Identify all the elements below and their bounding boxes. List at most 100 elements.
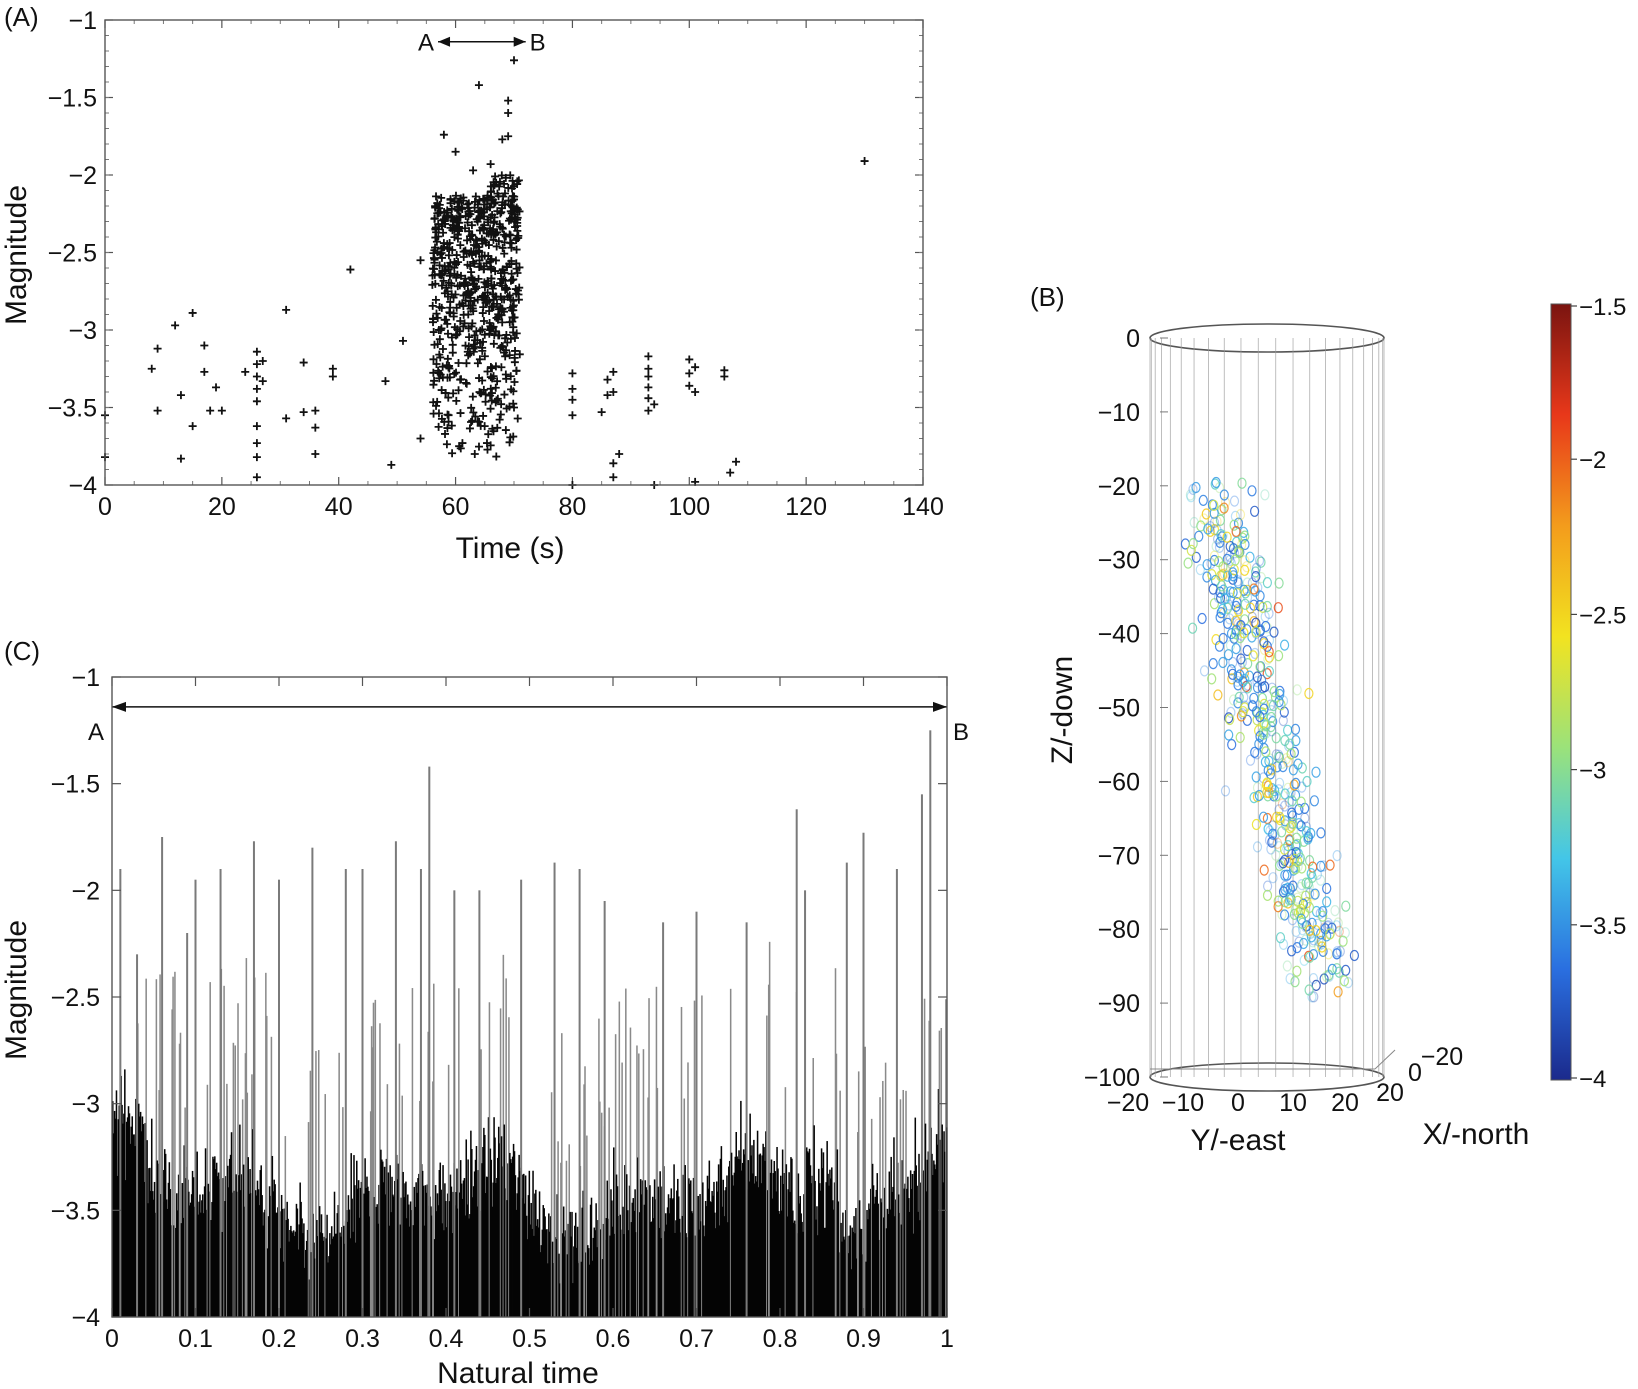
bar bbox=[587, 1245, 589, 1317]
event-marker bbox=[1252, 748, 1262, 760]
bar bbox=[381, 1159, 383, 1317]
bar bbox=[815, 1219, 817, 1317]
bar bbox=[337, 1205, 339, 1317]
bar bbox=[710, 1202, 712, 1317]
bar bbox=[385, 1158, 388, 1317]
bar-spike bbox=[311, 847, 314, 1317]
data-point bbox=[456, 194, 465, 203]
bar bbox=[333, 1191, 336, 1317]
bar bbox=[594, 1230, 596, 1317]
bar bbox=[923, 998, 926, 1317]
data-point bbox=[446, 303, 455, 312]
bar bbox=[623, 1234, 625, 1317]
event-marker bbox=[1227, 673, 1237, 685]
data-point bbox=[464, 207, 473, 216]
data-point bbox=[241, 367, 250, 376]
bar bbox=[434, 1185, 437, 1317]
event-marker bbox=[1304, 887, 1315, 900]
event-marker bbox=[1274, 751, 1284, 764]
bar bbox=[383, 1166, 386, 1317]
data-point bbox=[491, 172, 500, 181]
bar bbox=[818, 1183, 821, 1317]
event-marker bbox=[1220, 785, 1231, 797]
bar bbox=[351, 1198, 353, 1317]
bar bbox=[126, 1117, 129, 1317]
bar bbox=[852, 1231, 854, 1317]
bar bbox=[389, 1165, 391, 1317]
bar bbox=[855, 1208, 857, 1317]
bar bbox=[789, 1191, 791, 1317]
bar bbox=[143, 1181, 146, 1317]
annotation-a-right: B bbox=[530, 30, 546, 57]
bar bbox=[779, 1213, 781, 1317]
bar bbox=[309, 1070, 312, 1317]
bar bbox=[357, 1180, 360, 1317]
bar bbox=[744, 1133, 747, 1317]
x-tick-label: 0.7 bbox=[679, 1325, 714, 1353]
bar bbox=[239, 1124, 241, 1317]
bar bbox=[416, 1192, 418, 1317]
bar bbox=[732, 1185, 735, 1317]
bar bbox=[163, 1169, 165, 1317]
bar bbox=[388, 1225, 391, 1317]
bar bbox=[661, 1186, 663, 1317]
data-point bbox=[437, 193, 446, 202]
bar bbox=[860, 1229, 863, 1317]
data-point bbox=[487, 255, 496, 264]
bar bbox=[573, 1246, 575, 1317]
data-point bbox=[429, 328, 438, 337]
data-point bbox=[726, 468, 735, 477]
bar bbox=[811, 1175, 814, 1317]
bar bbox=[666, 1207, 669, 1317]
bar bbox=[263, 1212, 265, 1317]
data-point bbox=[456, 271, 465, 280]
event-marker bbox=[1242, 624, 1252, 636]
bar bbox=[567, 1223, 570, 1317]
bar bbox=[159, 974, 161, 1317]
event-marker bbox=[1293, 907, 1304, 919]
bar bbox=[331, 1238, 334, 1317]
event-marker bbox=[1275, 932, 1286, 944]
event-marker bbox=[1302, 775, 1312, 788]
bar bbox=[802, 1231, 804, 1317]
data-point bbox=[644, 394, 653, 403]
data-point bbox=[431, 233, 440, 242]
event-marker bbox=[1218, 656, 1228, 669]
bar bbox=[451, 1233, 454, 1317]
bar bbox=[753, 1139, 755, 1317]
bar bbox=[268, 1186, 271, 1317]
bar bbox=[737, 1158, 739, 1317]
event-marker bbox=[1292, 684, 1302, 696]
bar bbox=[112, 1133, 115, 1317]
bar bbox=[820, 1148, 823, 1317]
bar bbox=[477, 1170, 480, 1317]
bar bbox=[291, 1231, 293, 1317]
bar bbox=[857, 1071, 860, 1317]
bar bbox=[302, 1233, 304, 1317]
event-marker bbox=[1316, 827, 1326, 839]
bar bbox=[160, 1194, 162, 1317]
data-point bbox=[484, 241, 493, 250]
event-marker bbox=[1254, 555, 1265, 567]
event-marker bbox=[1260, 681, 1270, 693]
data-point bbox=[568, 411, 577, 420]
bar bbox=[516, 1193, 519, 1317]
event-marker bbox=[1224, 729, 1234, 741]
bar bbox=[387, 1172, 390, 1317]
bar bbox=[114, 1118, 117, 1317]
event-marker bbox=[1242, 682, 1253, 694]
bar bbox=[139, 1111, 142, 1317]
bar bbox=[813, 1125, 815, 1317]
bar bbox=[535, 1225, 538, 1317]
bar bbox=[739, 1159, 741, 1317]
bar bbox=[773, 1160, 776, 1317]
bar bbox=[853, 1216, 855, 1317]
event-marker bbox=[1318, 860, 1329, 872]
event-marker bbox=[1306, 867, 1316, 880]
data-point bbox=[513, 414, 522, 423]
bar bbox=[812, 1058, 814, 1317]
event-marker bbox=[1250, 647, 1260, 660]
event-marker bbox=[1332, 948, 1342, 960]
bar bbox=[189, 1205, 191, 1317]
bar bbox=[314, 1258, 316, 1317]
